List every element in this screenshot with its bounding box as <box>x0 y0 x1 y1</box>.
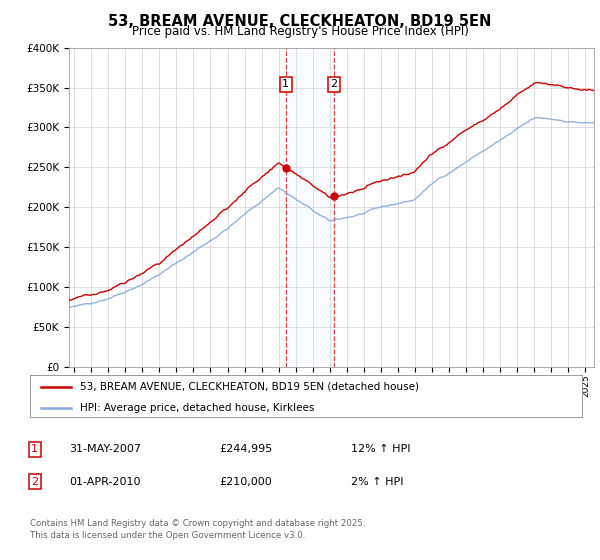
Text: 01-APR-2010: 01-APR-2010 <box>69 477 140 487</box>
Text: 2% ↑ HPI: 2% ↑ HPI <box>351 477 404 487</box>
Text: Contains HM Land Registry data © Crown copyright and database right 2025.
This d: Contains HM Land Registry data © Crown c… <box>30 519 365 540</box>
Text: 1: 1 <box>31 444 38 454</box>
Text: HPI: Average price, detached house, Kirklees: HPI: Average price, detached house, Kirk… <box>80 403 314 413</box>
Text: Price paid vs. HM Land Registry's House Price Index (HPI): Price paid vs. HM Land Registry's House … <box>131 25 469 39</box>
Text: 31-MAY-2007: 31-MAY-2007 <box>69 444 141 454</box>
Text: 2: 2 <box>331 80 338 89</box>
Text: £244,995: £244,995 <box>219 444 272 454</box>
Text: 53, BREAM AVENUE, CLECKHEATON, BD19 5EN: 53, BREAM AVENUE, CLECKHEATON, BD19 5EN <box>109 14 491 29</box>
Text: 1: 1 <box>283 80 289 89</box>
Text: £210,000: £210,000 <box>219 477 272 487</box>
Text: 2: 2 <box>31 477 38 487</box>
Bar <box>286 48 334 367</box>
Text: 12% ↑ HPI: 12% ↑ HPI <box>351 444 410 454</box>
Text: 53, BREAM AVENUE, CLECKHEATON, BD19 5EN (detached house): 53, BREAM AVENUE, CLECKHEATON, BD19 5EN … <box>80 381 419 391</box>
